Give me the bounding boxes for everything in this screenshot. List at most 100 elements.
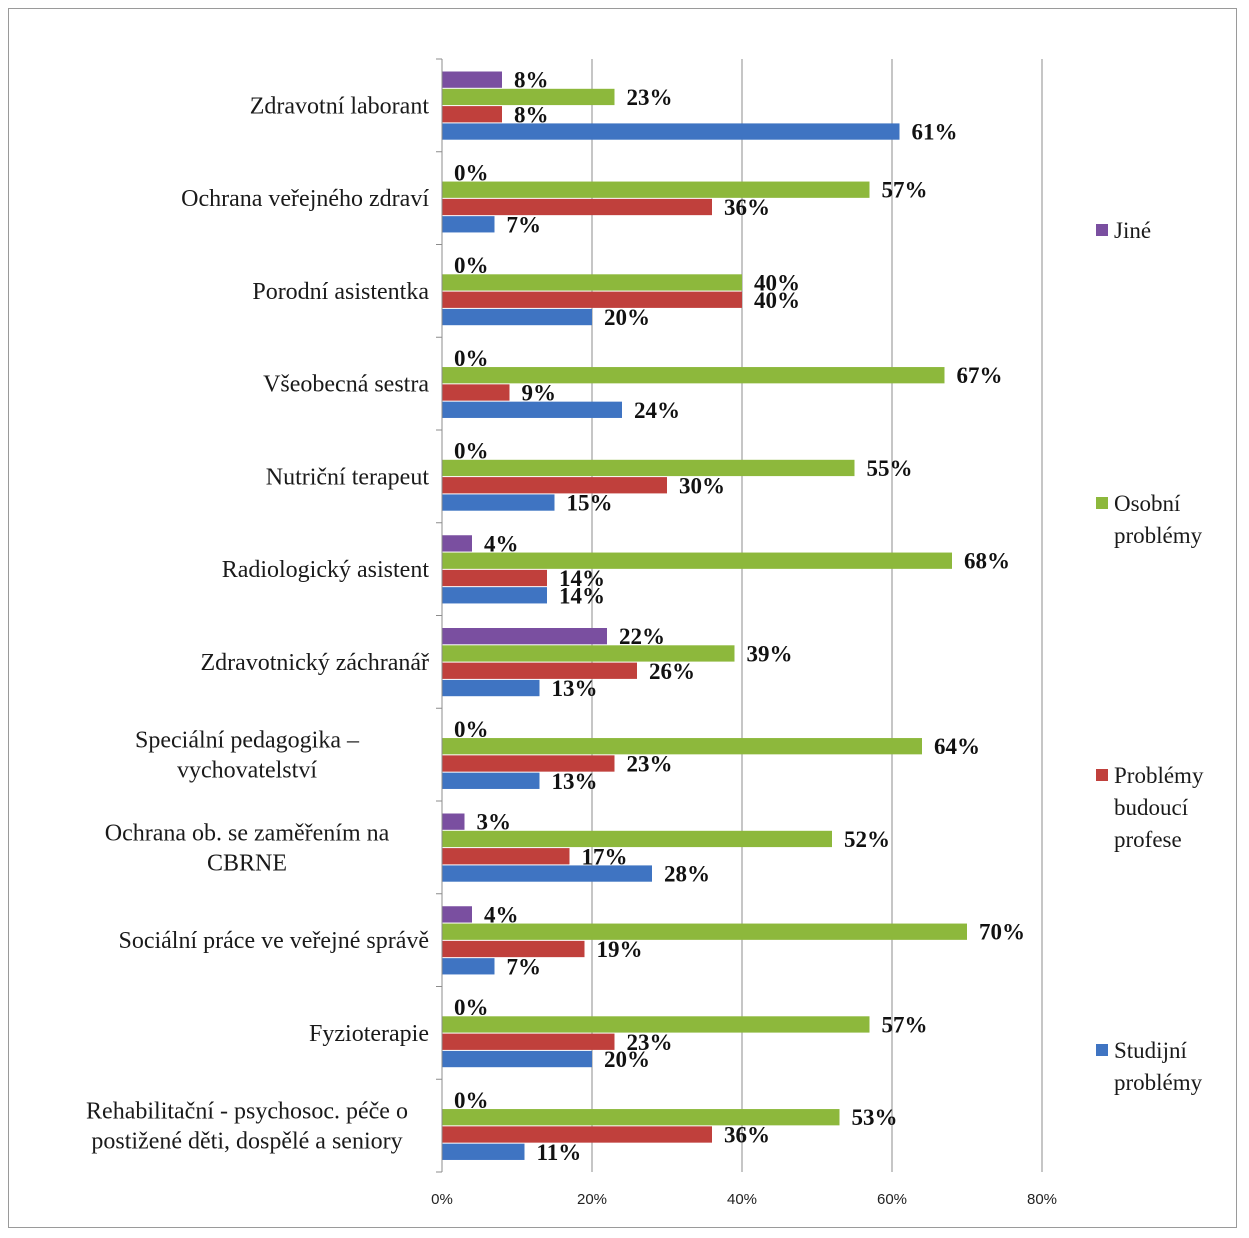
legend: Jiné Osobní problémy Problémy budoucí profese… xyxy=(1096,218,1204,1095)
data-label: 67% xyxy=(957,363,1003,388)
data-label: 0% xyxy=(454,1088,489,1113)
bar xyxy=(442,535,472,552)
data-label: 14% xyxy=(559,583,605,608)
bar xyxy=(442,755,615,772)
category-label: Fyzioterapie xyxy=(309,1021,429,1047)
category-label: Porodní asistentka xyxy=(252,279,429,305)
bar xyxy=(442,1126,712,1143)
data-label: 23% xyxy=(627,752,673,777)
data-label: 7% xyxy=(507,954,542,979)
bar xyxy=(442,830,832,848)
data-label: 17% xyxy=(582,844,628,869)
bar xyxy=(442,958,495,975)
category-labels: Zdravotní laborant Ochrana veřejného zdra… xyxy=(86,93,429,1154)
grid-lines xyxy=(591,59,1043,1172)
category-label: Všeobecná sestra xyxy=(263,372,429,398)
bar xyxy=(442,552,952,569)
bar xyxy=(442,772,540,789)
category-label: Sociální práce ve veřejné správě xyxy=(118,928,429,954)
data-label: 53% xyxy=(852,1105,898,1130)
bar xyxy=(442,274,742,291)
bar xyxy=(442,569,547,587)
bar xyxy=(442,459,855,477)
data-label: 22% xyxy=(619,624,665,649)
category-label: Zdravotní laborant xyxy=(250,93,430,119)
bar xyxy=(442,106,502,123)
bar xyxy=(442,198,712,216)
bar xyxy=(442,813,465,830)
bar xyxy=(442,865,652,882)
bar-chart: Zdravotní laborant Ochrana veřejného zdra… xyxy=(86,58,1204,1208)
legend-label: Studijní problémy xyxy=(1114,1038,1203,1095)
data-label: 36% xyxy=(724,195,770,220)
data-label: 26% xyxy=(649,659,695,684)
data-label: 11% xyxy=(537,1140,582,1165)
legend-swatch xyxy=(1096,1044,1108,1056)
data-label: 13% xyxy=(552,769,598,794)
data-label: 61% xyxy=(912,120,958,145)
bar xyxy=(442,384,510,401)
data-label: 19% xyxy=(597,937,643,962)
bar xyxy=(442,1050,592,1068)
data-label: 0% xyxy=(454,995,489,1020)
x-tick-label: 40% xyxy=(727,1191,757,1208)
x-tick-label: 20% xyxy=(577,1191,607,1208)
bar xyxy=(442,216,495,233)
category-label: Ochrana ob. se zaměřením na CBRNE xyxy=(105,820,390,876)
data-label: 0% xyxy=(454,160,489,185)
category-label: Ochrana veřejného zdraví xyxy=(181,186,429,212)
bar xyxy=(442,906,472,923)
data-label: 0% xyxy=(454,717,489,742)
data-label: 0% xyxy=(454,346,489,371)
y-axis xyxy=(436,58,443,1173)
bar xyxy=(442,477,667,494)
bar xyxy=(442,1016,870,1033)
data-label: 0% xyxy=(454,253,489,278)
x-axis-ticks: 0% 20% 40% 60% 80% xyxy=(431,1191,1057,1208)
legend-label: Jiné xyxy=(1114,218,1151,243)
data-label: 57% xyxy=(882,1012,928,1037)
data-label: 7% xyxy=(507,212,542,237)
bar xyxy=(442,88,615,106)
bar xyxy=(442,738,922,755)
category-label: Zdravotnický záchranář xyxy=(200,650,429,676)
data-label: 13% xyxy=(552,676,598,701)
data-label: 64% xyxy=(934,734,980,759)
data-label: 30% xyxy=(679,473,725,498)
chart-frame: Zdravotní laborant Ochrana veřejného zdra… xyxy=(8,8,1237,1228)
data-label: 40% xyxy=(754,288,800,313)
data-label: 23% xyxy=(627,85,673,110)
data-label: 15% xyxy=(567,491,613,516)
bar xyxy=(442,645,735,662)
bar xyxy=(442,1143,525,1160)
legend-swatch xyxy=(1096,769,1108,781)
x-tick-label: 80% xyxy=(1027,1191,1057,1208)
data-label: 14% xyxy=(559,566,605,591)
legend-label: Problémy budoucí profese xyxy=(1114,763,1204,852)
data-label: 24% xyxy=(634,398,680,423)
bar xyxy=(442,679,540,697)
bar xyxy=(442,587,547,604)
data-label: 8% xyxy=(514,68,549,93)
data-label: 9% xyxy=(522,381,557,406)
data-label: 28% xyxy=(664,862,710,887)
bar xyxy=(442,123,900,140)
category-label: Radiologický asistent xyxy=(222,557,430,583)
bar xyxy=(442,71,502,88)
data-label: 3% xyxy=(477,810,512,835)
data-label: 36% xyxy=(724,1123,770,1148)
data-label: 23% xyxy=(627,1030,673,1055)
bar xyxy=(442,1109,840,1126)
bars xyxy=(442,71,967,1160)
data-label: 55% xyxy=(867,456,913,481)
bar xyxy=(442,1033,615,1050)
x-tick-label: 0% xyxy=(431,1191,453,1208)
bar xyxy=(442,367,945,384)
bar xyxy=(442,662,637,679)
bar xyxy=(442,401,622,418)
data-label: 39% xyxy=(747,641,793,666)
value-labels: 8% 23% 8% 61% 0% 57% 36% 7% 0% 40%40% 20% 0% 67% 9% 24… xyxy=(454,68,1025,1165)
category-label: Speciální pedagogika – vychovatelství xyxy=(135,728,360,784)
legend-swatch xyxy=(1096,497,1108,509)
data-label: 0% xyxy=(454,439,489,464)
